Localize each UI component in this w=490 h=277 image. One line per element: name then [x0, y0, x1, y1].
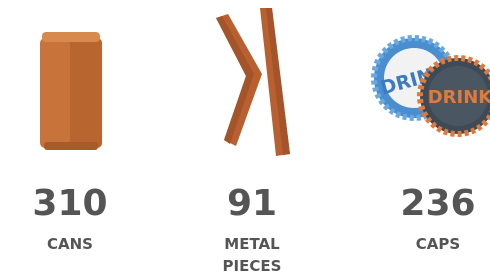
metal-pieces-icon	[216, 8, 290, 156]
can-icon	[40, 32, 102, 150]
label: CANS	[0, 233, 140, 255]
count: 236	[368, 184, 490, 224]
label: METAL PIECES	[202, 233, 302, 277]
icons: DRINK DRINK	[0, 0, 490, 170]
cap-text: DRINK	[428, 87, 490, 108]
count: 91	[182, 184, 322, 224]
caps-icon: DRINK DRINK	[374, 38, 490, 134]
page: DRINK DRINK 310 CANS 91 METAL PIECES 236…	[0, 0, 490, 274]
label: CAPS	[368, 233, 490, 255]
count: 310	[0, 184, 140, 224]
